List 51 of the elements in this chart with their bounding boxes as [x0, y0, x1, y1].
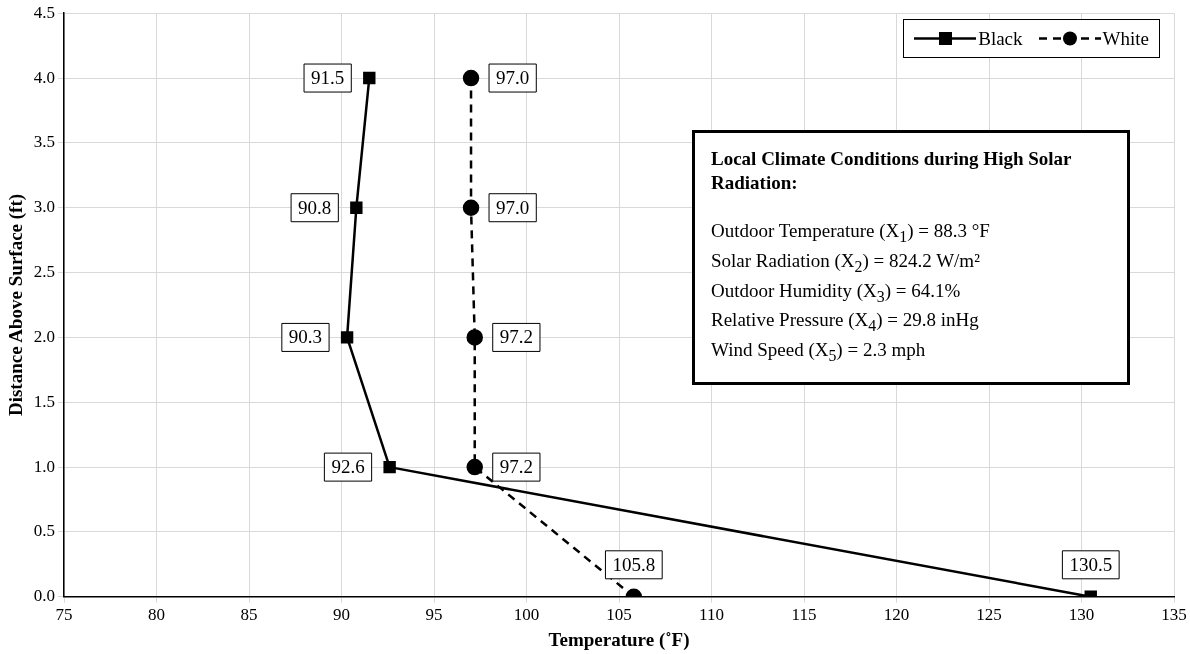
point	[383, 460, 396, 474]
x-tick-label: 130	[1068, 605, 1095, 625]
annotation: 91.5	[311, 67, 345, 89]
y-axis-title: Distance Above Surface (ft)	[5, 193, 28, 417]
annotation: 97.0	[496, 196, 530, 218]
x-tick-label: 135	[1161, 605, 1187, 625]
y-tick-label: 4.0	[33, 67, 56, 87]
x-tick-label: 125	[976, 605, 1002, 625]
annotation: 92.6	[331, 456, 365, 478]
x-axis-title: Temperature (˚F)	[548, 628, 690, 651]
annotation: Relative Pressure (X$_{4}$) = 29.8 inHg	[711, 308, 980, 337]
y-tick-label: 2.5	[33, 262, 56, 282]
y-tick-label: 1.5	[33, 391, 56, 411]
annotation: Outdoor Humidity (X$_{3}$) = 64.1%	[711, 278, 962, 307]
annotation: 130.5	[1069, 553, 1113, 575]
annotation: 97.2	[499, 326, 533, 348]
point	[462, 199, 480, 216]
annotation: Outdoor Temperature (X$_{1}$) = 88.3 °F	[711, 219, 991, 247]
annotation: 97.0	[496, 67, 530, 89]
point	[466, 458, 483, 476]
x-tick-label: 90	[333, 605, 351, 625]
point	[462, 69, 480, 87]
y-tick-label: 3.5	[33, 132, 56, 152]
y-tick-label: 0.5	[33, 521, 56, 541]
x-tick-label: 80	[148, 605, 166, 625]
x-tick-label: 85	[240, 605, 258, 625]
y-tick-label: 2.0	[33, 326, 56, 346]
y-tick-label: 4.5	[33, 2, 56, 22]
x-tick-label: 100	[513, 605, 540, 625]
annotation: 90.3	[288, 326, 323, 348]
x-tick-label: 110	[699, 605, 724, 625]
annotation: 97.2	[499, 456, 533, 478]
annotation: 105.8	[612, 553, 656, 575]
x-tick-label: 105	[606, 605, 632, 625]
annotation: 90.8	[298, 196, 332, 218]
point	[340, 331, 354, 344]
annotation: Solar Radiation (X$_{2}$) = 824.2 W/m²	[711, 248, 981, 277]
point	[363, 71, 376, 85]
point	[350, 201, 363, 214]
x-tick-label: 95	[425, 605, 443, 625]
y-tick-label: 1.0	[33, 456, 56, 476]
legend-label: White	[1102, 27, 1149, 50]
annotation: Wind Speed (X$_{5}$) = 2.3 mph	[711, 338, 927, 366]
y-tick-label: 3.0	[33, 197, 56, 217]
legend-label: Black	[978, 27, 1023, 50]
y-tick-label: 0.0	[33, 586, 56, 606]
x-tick-label: 120	[883, 605, 910, 625]
point	[466, 329, 483, 346]
annotation: Local Climate Conditions during High Solar Radiation:	[711, 147, 1073, 195]
x-tick-label: 75	[55, 605, 73, 625]
x-tick-label: 115	[791, 605, 817, 625]
